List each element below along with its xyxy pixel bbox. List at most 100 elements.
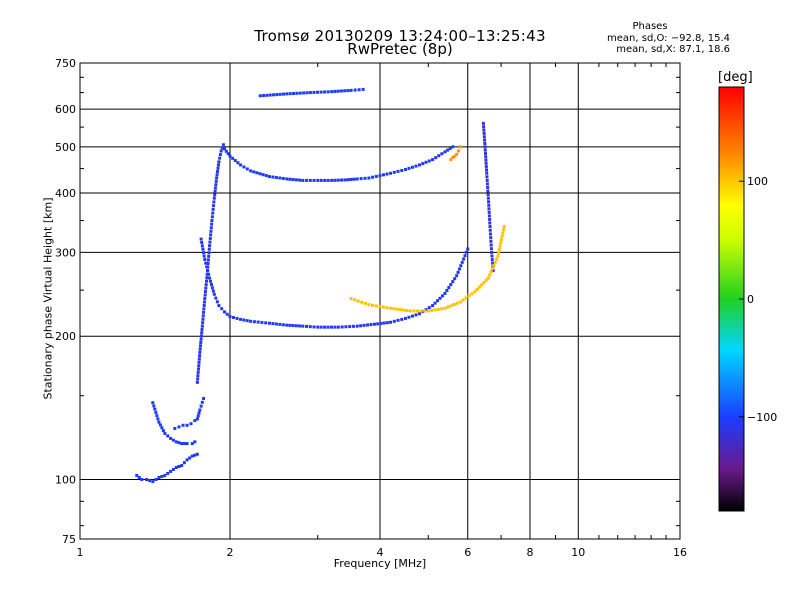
echo-point — [153, 407, 157, 411]
echo-point — [333, 89, 337, 93]
echo-point — [182, 461, 186, 465]
echo-point — [272, 93, 276, 97]
echo-point — [447, 286, 451, 290]
echo-point — [485, 168, 489, 172]
echo-point — [156, 417, 160, 421]
echo-point — [312, 178, 316, 182]
echo-point — [158, 423, 162, 427]
echo-point — [488, 221, 492, 225]
echo-point — [483, 138, 487, 142]
echo-point — [245, 167, 249, 171]
echo-point — [268, 93, 272, 97]
echo-point — [371, 303, 375, 307]
echo-point — [456, 270, 460, 274]
echo-point — [316, 178, 320, 182]
echo-point — [140, 478, 144, 482]
echo-point — [485, 182, 489, 186]
plot-frame — [79, 62, 681, 540]
echo-point — [395, 307, 399, 311]
echo-point — [379, 321, 383, 325]
echo-point — [193, 419, 197, 423]
echo-point — [353, 298, 357, 302]
echo-point — [485, 175, 489, 179]
echo-point — [211, 211, 215, 215]
echo-point — [260, 320, 264, 324]
echo-point — [203, 297, 207, 301]
echo-point — [193, 453, 197, 457]
echo-point — [491, 268, 495, 272]
echo-point — [278, 92, 282, 96]
echo-point — [491, 261, 495, 265]
echo-point — [255, 171, 259, 175]
echo-point — [436, 307, 440, 311]
echo-point — [374, 304, 378, 308]
echo-point — [180, 464, 184, 468]
y-tick-label: 400 — [55, 187, 76, 200]
x-tick-label: 1 — [77, 546, 84, 559]
echo-point — [224, 149, 228, 153]
echo-point — [440, 152, 444, 156]
echo-point — [249, 169, 253, 173]
echo-point — [362, 323, 366, 327]
echo-point — [185, 442, 189, 446]
echo-point — [278, 322, 282, 326]
echo-point — [392, 319, 396, 323]
echo-point — [319, 90, 323, 94]
echo-point — [382, 321, 386, 325]
echo-point — [196, 414, 200, 418]
echo-point — [440, 307, 444, 311]
echo-point — [490, 254, 494, 258]
echo-point — [398, 308, 402, 312]
echo-point — [361, 87, 365, 91]
echo-point — [319, 325, 323, 329]
echo-point — [264, 174, 268, 178]
echo-point — [462, 257, 466, 261]
echo-point — [326, 325, 330, 329]
echo-point — [217, 160, 221, 164]
echo-point — [482, 131, 486, 135]
echo-point — [490, 250, 494, 254]
echo-point — [209, 233, 213, 237]
echo-point — [177, 441, 181, 445]
echo-point — [427, 159, 431, 163]
echo-point — [145, 478, 149, 482]
echo-point — [348, 325, 352, 329]
echo-point — [486, 196, 490, 200]
echo-point — [385, 321, 389, 325]
echo-point — [219, 149, 223, 153]
phases-title: Phases — [632, 21, 668, 32]
echo-point — [169, 436, 173, 440]
echo-point — [415, 309, 419, 313]
echo-point — [233, 159, 237, 163]
echo-point — [202, 303, 206, 307]
echo-point — [196, 367, 200, 371]
echo-point — [212, 204, 216, 208]
echo-point — [242, 165, 246, 169]
echo-point — [166, 471, 170, 475]
echo-point — [151, 480, 155, 484]
echo-point — [343, 178, 347, 182]
echo-point — [261, 173, 265, 177]
echo-point — [501, 231, 505, 235]
echo-point — [203, 290, 207, 294]
echo-point — [174, 440, 178, 444]
echo-point — [207, 247, 211, 251]
echo-point — [157, 475, 161, 479]
echo-point — [488, 225, 492, 229]
echo-point — [312, 325, 316, 329]
echo-point — [200, 240, 204, 244]
echo-point — [189, 422, 193, 426]
echo-point — [157, 420, 161, 424]
echo-point — [265, 93, 269, 97]
echo-point — [412, 309, 416, 313]
echo-point — [202, 396, 206, 400]
echo-point — [264, 321, 268, 325]
echo-point — [208, 276, 212, 280]
x-tick-label: 8 — [527, 546, 534, 559]
echo-point — [210, 219, 214, 223]
echo-point — [446, 305, 450, 309]
echo-point — [407, 315, 411, 319]
echo-point — [301, 324, 305, 328]
echo-point — [486, 189, 490, 193]
echo-point — [212, 196, 216, 200]
